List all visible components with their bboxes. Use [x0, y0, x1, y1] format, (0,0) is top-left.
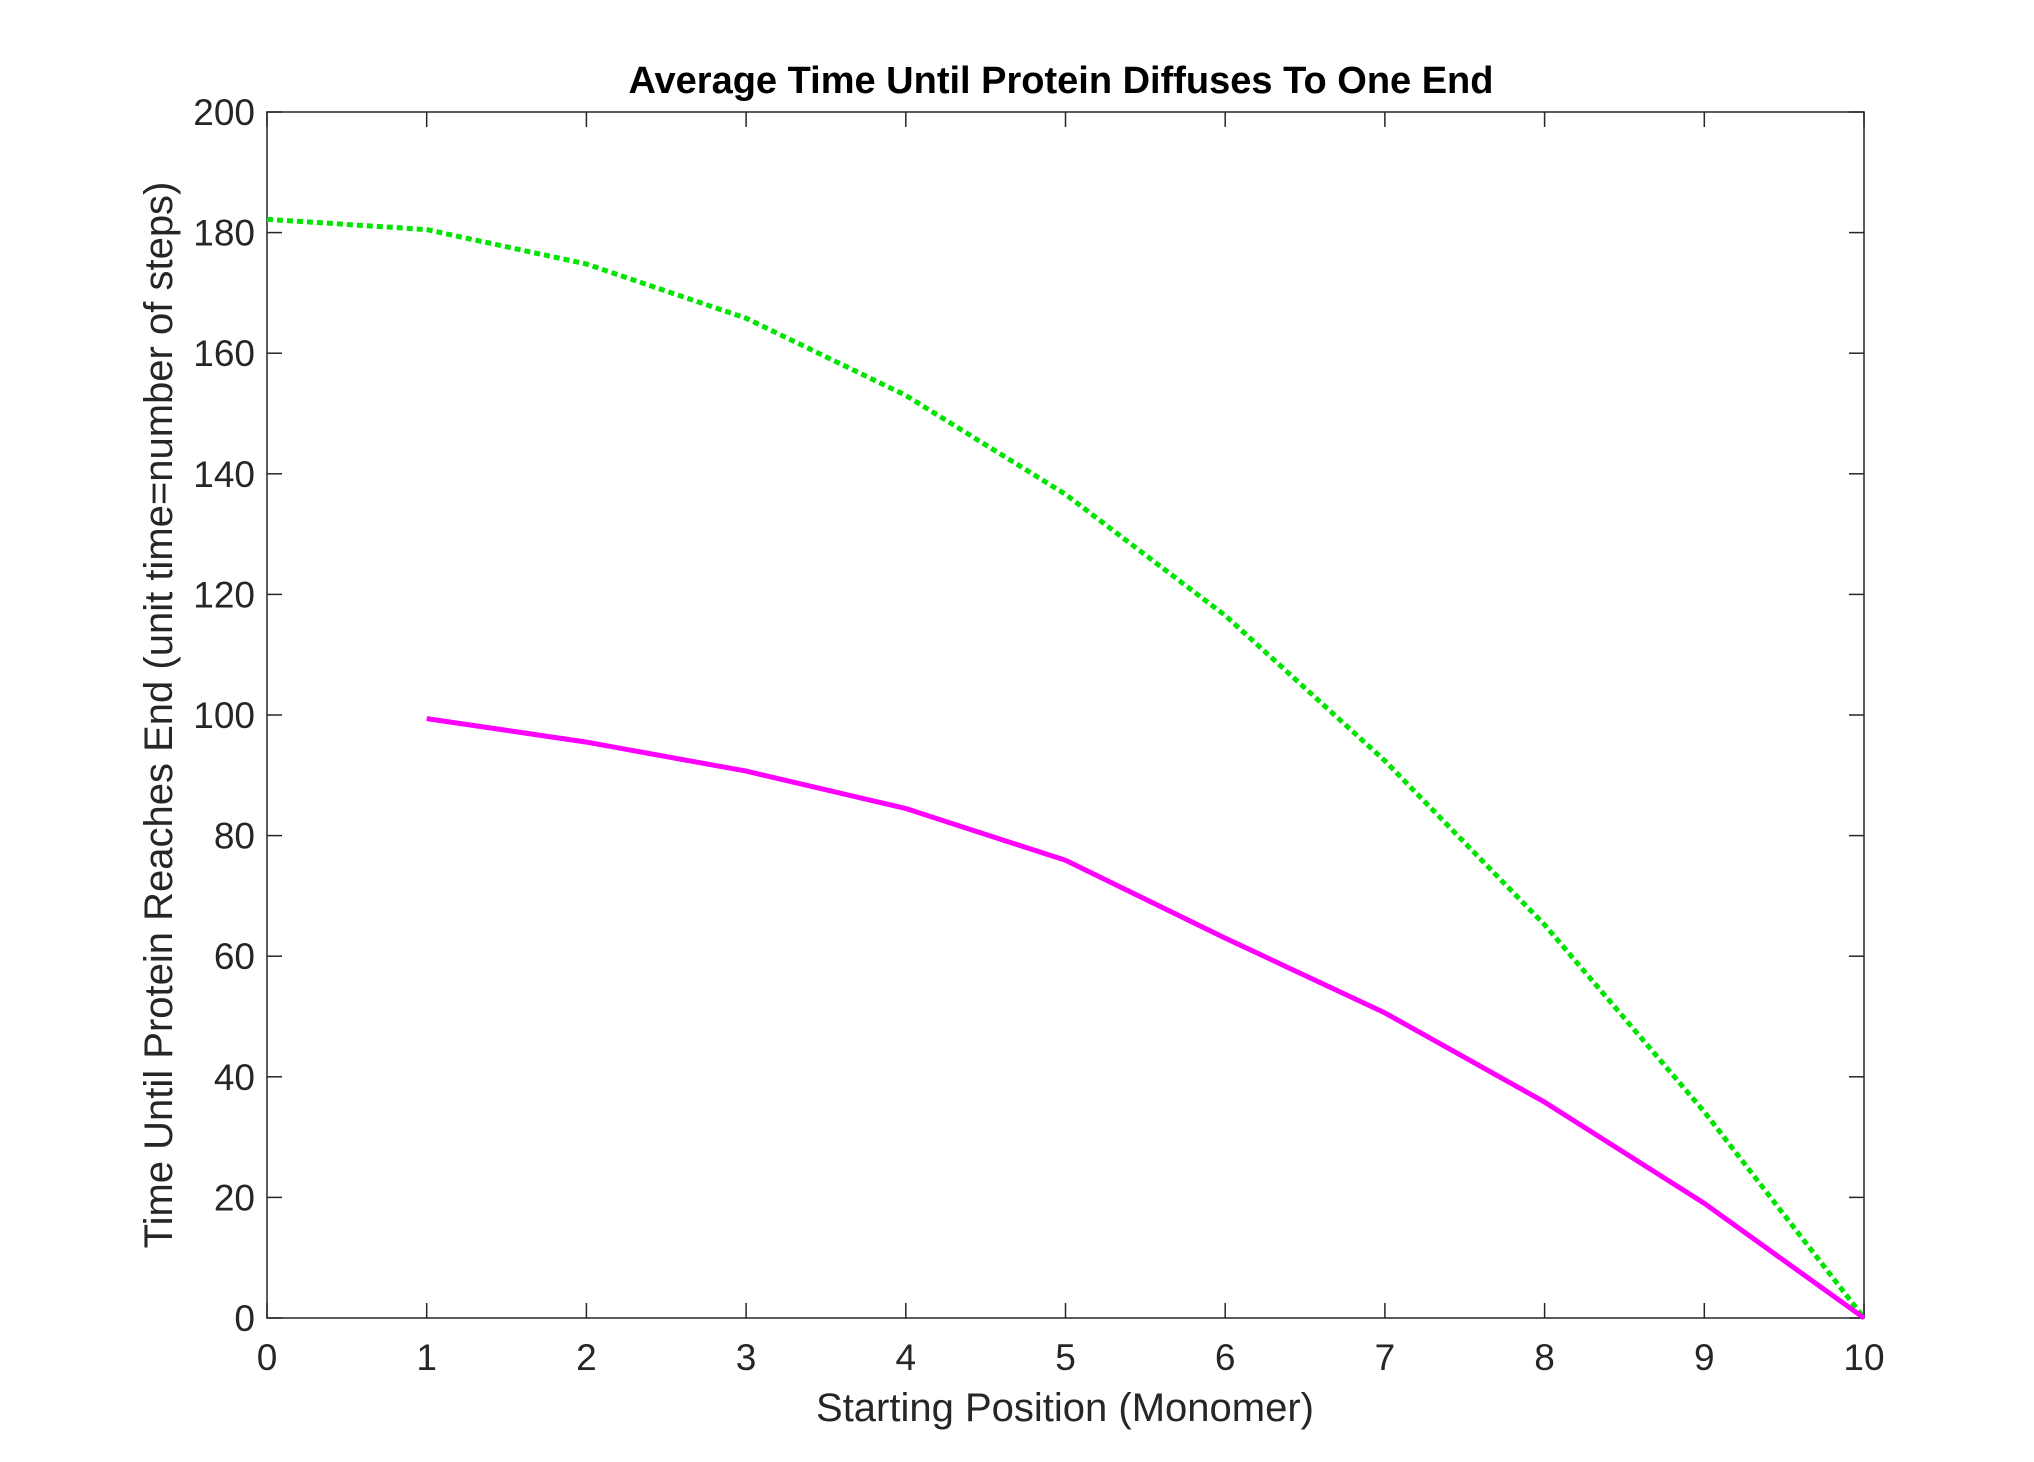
y-tick-label-1: 20: [214, 1177, 255, 1218]
y-tick-label-9: 180: [193, 213, 255, 254]
x-tick-label-3: 3: [736, 1337, 757, 1378]
x-tick-label-7: 7: [1375, 1337, 1396, 1378]
x-tick-label-1: 1: [416, 1337, 437, 1378]
y-tick-label-0: 0: [234, 1298, 255, 1339]
y-tick-label-5: 100: [193, 695, 255, 736]
y-tick-label-3: 60: [214, 936, 255, 977]
series-line-0: [266, 216, 1866, 1320]
y-tick-label-10: 200: [193, 92, 255, 133]
y-tick-label-2: 40: [214, 1057, 255, 1098]
y-axis-label: Time Until Protein Reaches End (unit tim…: [137, 182, 181, 1249]
x-tick-label-0: 0: [257, 1337, 278, 1378]
x-tick-label-5: 5: [1055, 1337, 1076, 1378]
y-tick-labels: 0 20 40 60 80 100 120 140 160 180 200: [193, 92, 255, 1339]
axis-ticks: [266, 111, 1865, 1319]
y-tick-label-7: 140: [193, 454, 255, 495]
x-tick-label-8: 8: [1534, 1337, 1555, 1378]
x-tick-label-2: 2: [576, 1337, 597, 1378]
y-tick-label-8: 160: [193, 333, 255, 374]
series-line-1: [426, 716, 1866, 1321]
x-tick-label-6: 6: [1215, 1337, 1236, 1378]
x-tick-label-4: 4: [896, 1337, 917, 1378]
chart-title: Average Time Until Protein Diffuses To O…: [628, 60, 1493, 102]
series-layer: [266, 216, 1866, 1321]
x-tick-label-9: 9: [1694, 1337, 1715, 1378]
x-tick-labels: 0 1 2 3 4 5 6 7 8 9 10: [257, 1337, 1885, 1378]
x-tick-label-10: 10: [1843, 1337, 1884, 1378]
y-tick-label-4: 80: [214, 816, 255, 857]
y-tick-label-6: 120: [193, 574, 255, 615]
x-axis-label: Starting Position (Monomer): [816, 1386, 1314, 1430]
plot-area-frame: [266, 111, 1865, 1319]
